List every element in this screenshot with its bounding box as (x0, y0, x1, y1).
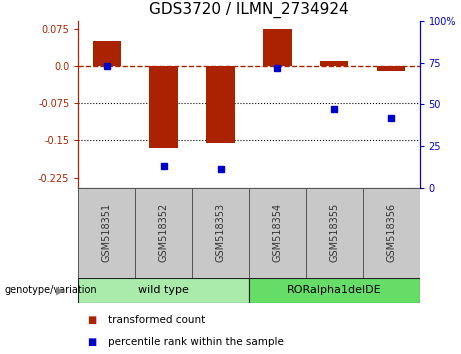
Bar (78, 188, 135, 278)
Bar (249, 278, 420, 303)
Bar (78, 278, 249, 303)
Text: genotype/variation: genotype/variation (5, 285, 97, 295)
Text: RORalpha1delDE: RORalpha1delDE (287, 285, 382, 295)
Bar (363, 188, 420, 278)
Text: GSM518353: GSM518353 (215, 203, 225, 262)
Bar (263, 29, 291, 66)
Text: ■: ■ (88, 315, 97, 325)
Bar (306, 188, 363, 278)
Text: wild type: wild type (138, 285, 189, 295)
Text: GSM518352: GSM518352 (159, 203, 169, 262)
Text: ▶: ▶ (56, 285, 64, 295)
Bar (249, 188, 306, 278)
Title: GDS3720 / ILMN_2734924: GDS3720 / ILMN_2734924 (149, 2, 349, 18)
Bar (206, 66, 235, 143)
Bar (192, 188, 249, 278)
Bar (93, 41, 121, 66)
Text: GSM518351: GSM518351 (102, 203, 112, 262)
Bar (135, 188, 192, 278)
Text: GSM518355: GSM518355 (329, 203, 339, 262)
Text: ■: ■ (88, 337, 97, 347)
Text: percentile rank within the sample: percentile rank within the sample (108, 337, 284, 347)
Text: transformed count: transformed count (108, 315, 206, 325)
Bar (377, 66, 405, 71)
Text: GSM518356: GSM518356 (386, 203, 396, 262)
Bar (149, 66, 178, 148)
Bar (320, 61, 349, 66)
Text: GSM518354: GSM518354 (272, 203, 283, 262)
